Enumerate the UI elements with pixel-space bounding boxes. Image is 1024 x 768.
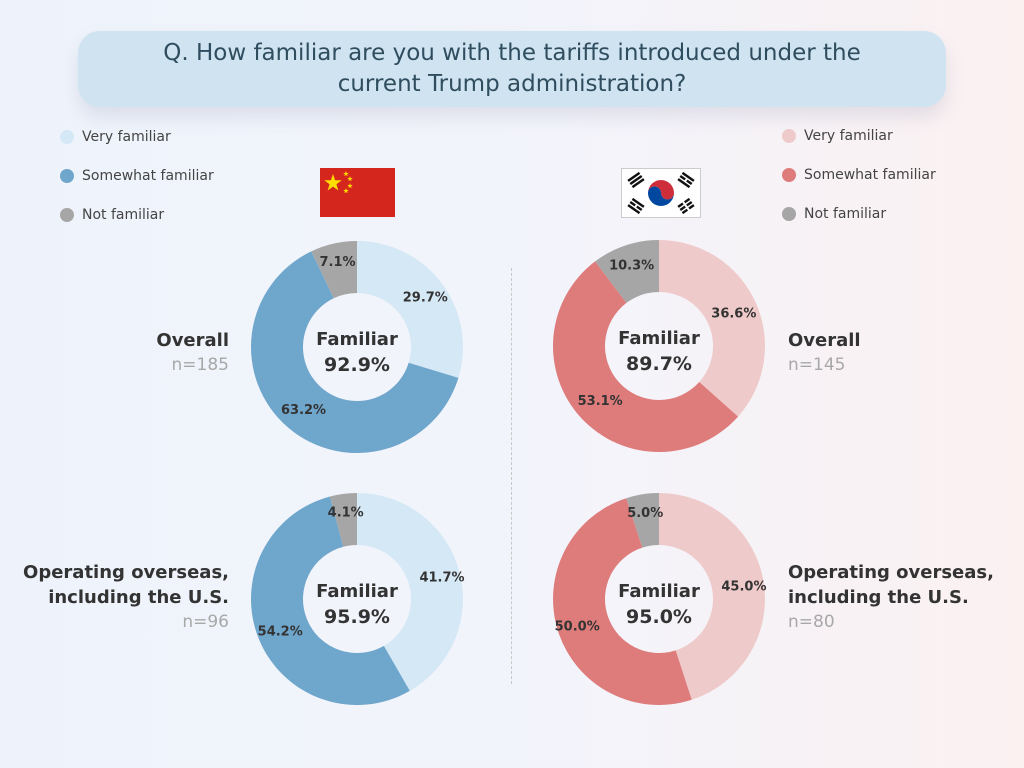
slice-label-not-familiar: 7.1% xyxy=(320,255,356,270)
row-label-china-overall: Overall n=185 xyxy=(156,328,229,378)
slice-label-very-familiar: 45.0% xyxy=(721,580,766,595)
slice-somewhat-familiar xyxy=(250,496,410,705)
slice-label-somewhat-familiar: 50.0% xyxy=(555,620,600,635)
row-title-line2: including the U.S. xyxy=(48,587,229,608)
question-title: Q. How familiar are you with the tariffs… xyxy=(163,40,861,97)
center-value: 89.7% xyxy=(626,353,692,375)
row-title: Operating overseas, xyxy=(788,562,994,583)
donut-china-operating-overseas-including-the-u-s: 41.7% 54.2% 4.1% Familiar 95.9% xyxy=(250,493,465,705)
row-title-line2: including the U.S. xyxy=(788,587,969,608)
legend-item-very-familiar: Very familiar xyxy=(782,128,893,144)
sample-size: n=96 xyxy=(182,612,229,632)
donut-korea-overall: 36.6% 53.1% 10.3% Familiar 89.7% xyxy=(553,240,765,453)
center-value: 92.9% xyxy=(324,354,390,376)
slice-label-very-familiar: 29.7% xyxy=(403,290,448,305)
sample-size: n=185 xyxy=(171,355,229,375)
slice-label-not-familiar: 5.0% xyxy=(627,506,663,521)
legend-label: Very familiar xyxy=(82,129,171,145)
center-label: Familiar xyxy=(316,581,398,602)
slice-label-somewhat-familiar: 53.1% xyxy=(578,394,623,409)
row-title: Overall xyxy=(788,330,861,351)
donut-korea-operating-overseas-including-the-u-s: 45.0% 50.0% 5.0% Familiar 95.0% xyxy=(553,493,766,705)
slice-label-very-familiar: 41.7% xyxy=(419,570,464,585)
slice-not-familiar xyxy=(626,493,659,548)
legend-swatch xyxy=(782,129,796,143)
slice-very-familiar xyxy=(659,493,766,700)
slice-label-somewhat-familiar: 63.2% xyxy=(281,403,326,418)
center-label: Familiar xyxy=(618,328,700,349)
slice-label-very-familiar: 36.6% xyxy=(711,306,756,321)
center-value: 95.0% xyxy=(626,606,692,628)
legend-swatch xyxy=(782,168,796,182)
legend-swatch xyxy=(782,207,796,221)
slice-somewhat-familiar xyxy=(553,261,739,453)
slice-label-not-familiar: 10.3% xyxy=(609,258,654,273)
slice-label-not-familiar: 4.1% xyxy=(328,506,364,521)
legend-item-not-familiar: Not familiar xyxy=(782,206,886,222)
center-label: Familiar xyxy=(618,581,700,602)
legend-label: Not familiar xyxy=(804,206,887,222)
korea-flag-icon xyxy=(621,168,701,218)
china-flag-icon xyxy=(320,168,395,217)
row-title: Operating overseas, xyxy=(23,562,229,583)
row-label-korea-overseas: Operating overseas, including the U.S. n… xyxy=(788,560,994,635)
slice-very-familiar xyxy=(357,493,464,691)
slice-not-familiar xyxy=(329,493,357,547)
slice-not-familiar xyxy=(595,240,659,303)
slice-somewhat-familiar xyxy=(250,251,459,453)
donut-china-overall: 29.7% 63.2% 7.1% Familiar 92.9% xyxy=(250,241,463,453)
slice-very-familiar xyxy=(357,241,463,378)
legend-swatch xyxy=(60,130,74,144)
legend-item-somewhat-familiar: Somewhat familiar xyxy=(782,167,936,183)
question-banner: Q. How familiar are you with the tariffs… xyxy=(78,31,946,107)
legend-label: Somewhat familiar xyxy=(804,167,936,183)
row-title: Overall xyxy=(156,330,229,351)
row-label-china-overseas: Operating overseas, including the U.S. n… xyxy=(23,560,229,635)
legend-swatch xyxy=(60,169,74,183)
legend-label: Not familiar xyxy=(82,207,165,223)
center-divider xyxy=(511,268,512,684)
sample-size: n=80 xyxy=(788,612,835,632)
legend-label: Somewhat familiar xyxy=(82,168,214,184)
legend-item-very-familiar: Very familiar xyxy=(60,129,171,145)
legend-label: Very familiar xyxy=(804,128,893,144)
slice-somewhat-familiar xyxy=(553,498,692,705)
legend-item-not-familiar: Not familiar xyxy=(60,207,164,223)
center-label: Familiar xyxy=(316,329,398,350)
slice-not-familiar xyxy=(311,241,357,299)
center-value: 95.9% xyxy=(324,606,390,628)
legend-item-somewhat-familiar: Somewhat familiar xyxy=(60,168,214,184)
row-label-korea-overall: Overall n=145 xyxy=(788,328,861,378)
sample-size: n=145 xyxy=(788,355,846,375)
slice-very-familiar xyxy=(659,240,765,417)
legend-swatch xyxy=(60,208,74,222)
slice-label-somewhat-familiar: 54.2% xyxy=(258,625,303,640)
